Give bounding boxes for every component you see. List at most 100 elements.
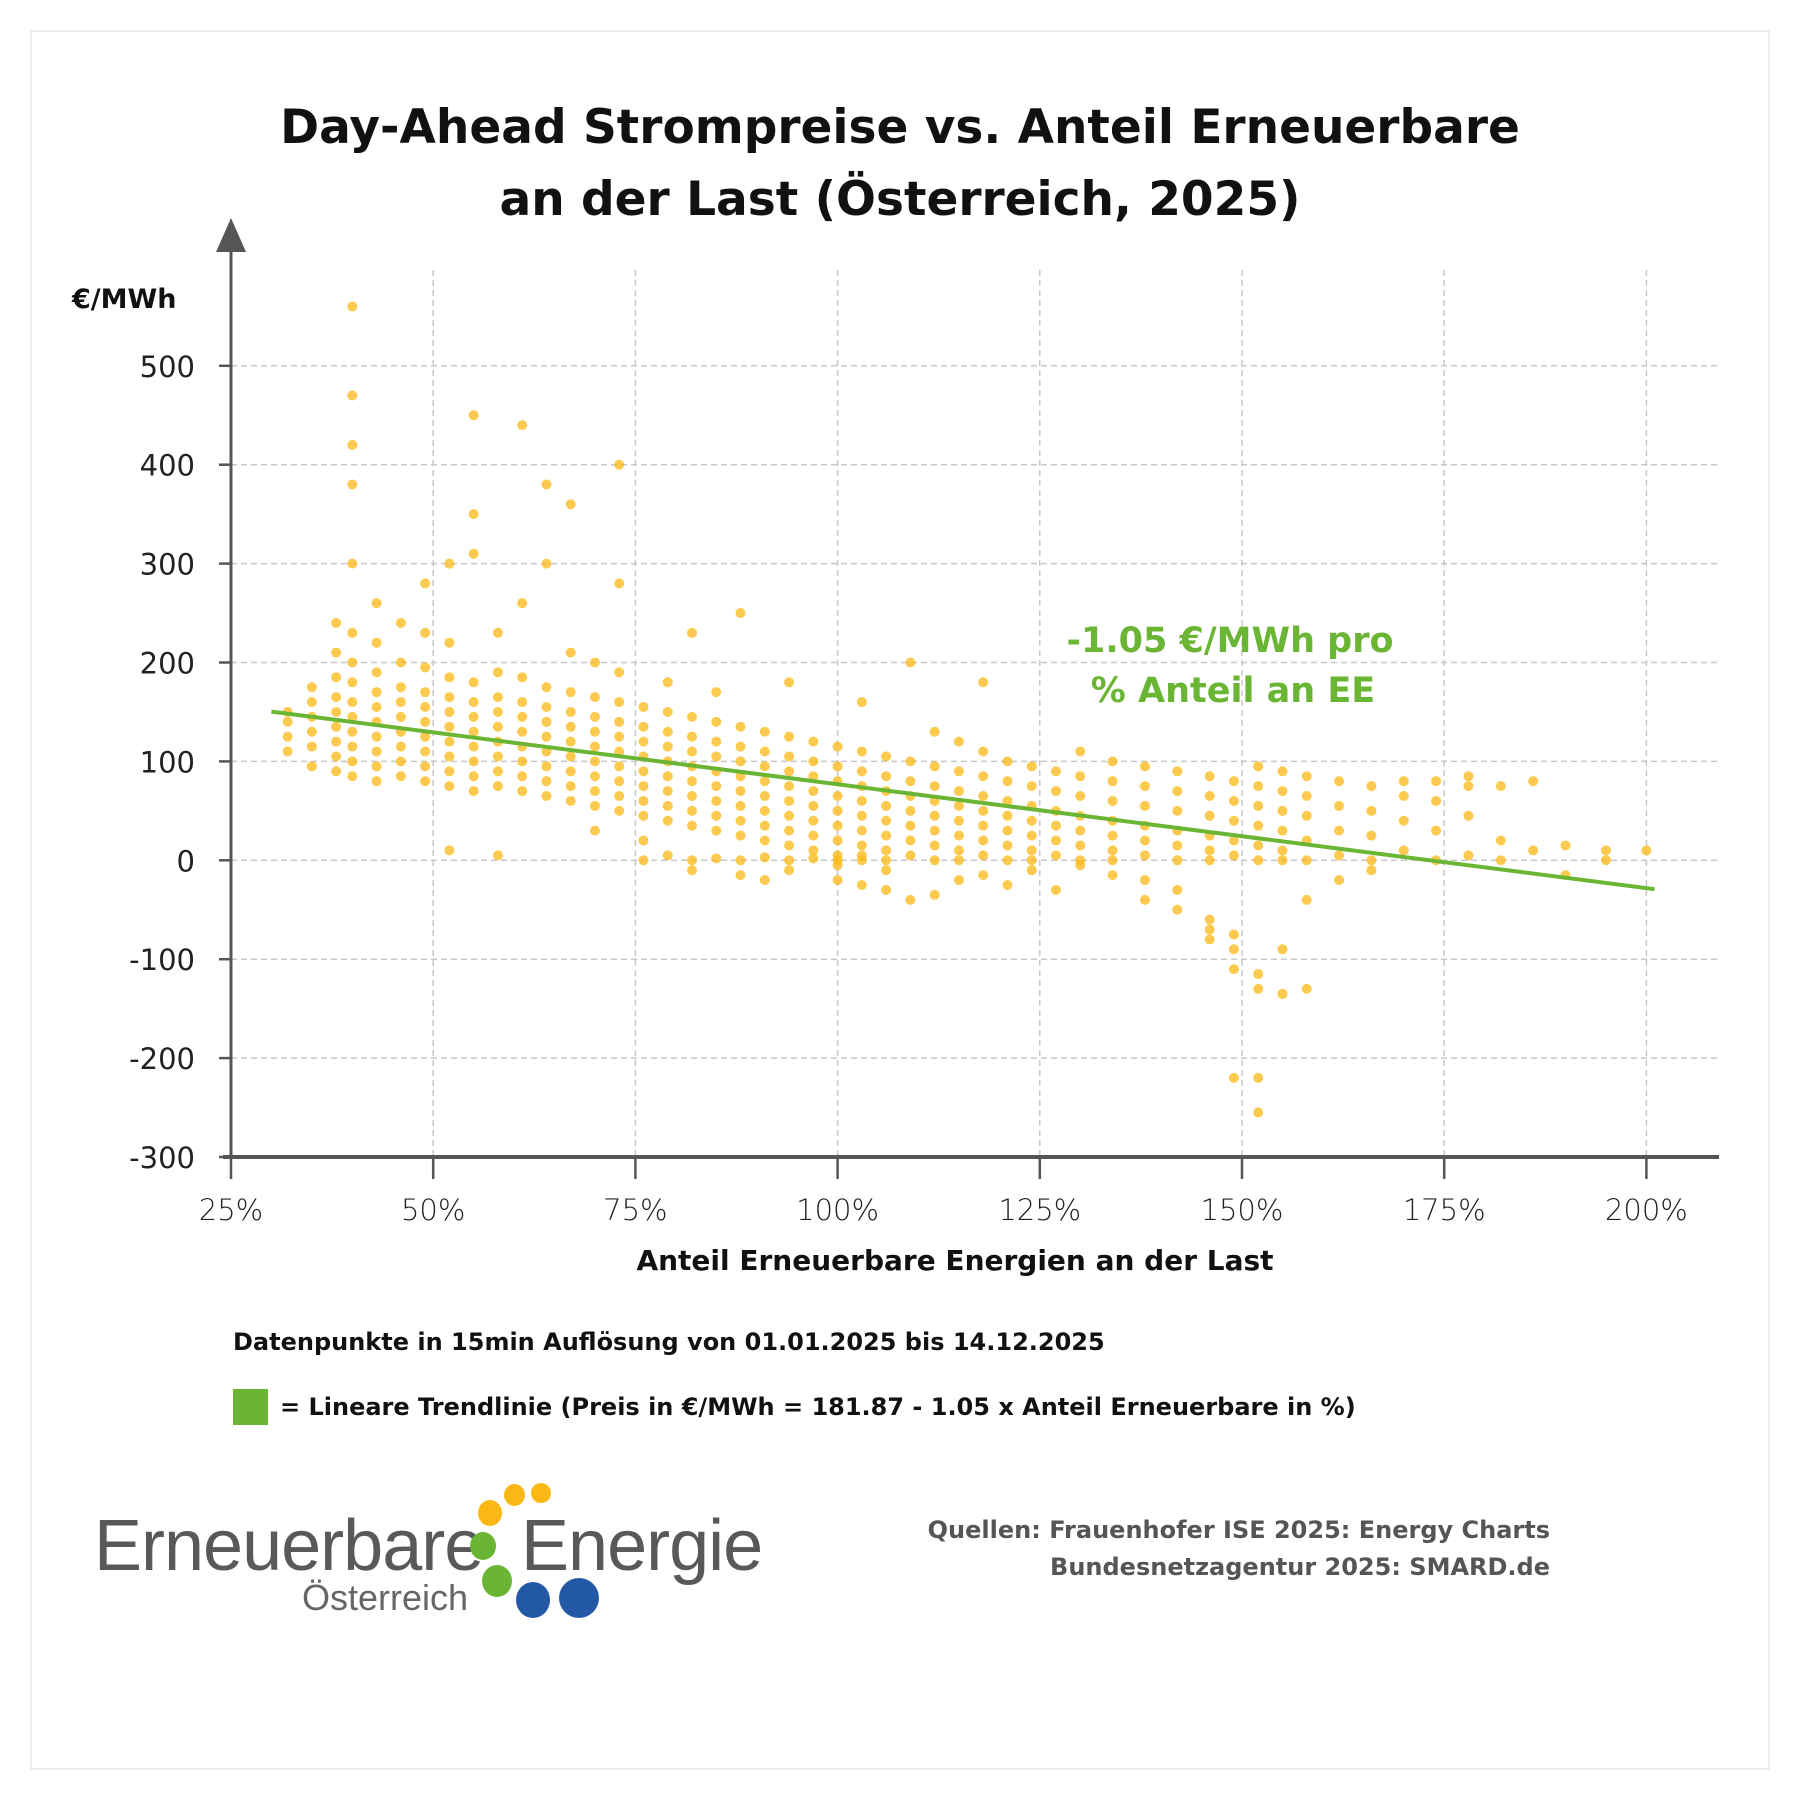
data-point — [735, 721, 746, 732]
data-point — [517, 756, 528, 767]
data-point — [978, 870, 989, 881]
data-point — [371, 702, 382, 713]
data-point — [1277, 805, 1288, 816]
data-point — [565, 647, 576, 658]
data-point — [759, 746, 770, 757]
data-point — [541, 716, 552, 727]
data-point — [1253, 781, 1264, 792]
data-point — [371, 667, 382, 678]
data-point — [1002, 795, 1013, 806]
data-point — [1560, 840, 1571, 851]
data-point — [759, 761, 770, 772]
data-point — [638, 855, 649, 866]
data-point — [687, 855, 698, 866]
trendline — [271, 709, 1655, 892]
data-point — [589, 825, 600, 836]
data-point — [565, 499, 576, 510]
data-point — [614, 805, 625, 816]
data-point — [492, 766, 503, 777]
data-point — [444, 672, 455, 683]
data-point — [784, 825, 795, 836]
data-point — [395, 657, 406, 668]
data-point — [541, 731, 552, 742]
data-point — [905, 835, 916, 846]
data-point — [347, 726, 358, 737]
source-line-2: Bundesnetzagentur 2025: SMARD.de — [1050, 1553, 1550, 1581]
data-point — [1204, 924, 1215, 935]
data-point — [1107, 855, 1118, 866]
data-point — [565, 687, 576, 698]
data-point — [1301, 810, 1312, 821]
data-point — [395, 741, 406, 752]
x-tick-label: 100% — [796, 1193, 879, 1227]
data-point — [808, 800, 819, 811]
data-point — [614, 667, 625, 678]
data-point — [1600, 855, 1611, 866]
data-point — [331, 617, 342, 628]
data-point — [331, 736, 342, 747]
data-point — [978, 771, 989, 782]
data-point — [1139, 835, 1150, 846]
data-point — [638, 795, 649, 806]
data-point — [371, 731, 382, 742]
data-point — [784, 865, 795, 876]
data-point — [492, 850, 503, 861]
data-point — [1026, 845, 1037, 856]
data-point — [1026, 830, 1037, 841]
data-point — [565, 751, 576, 762]
data-point — [1139, 800, 1150, 811]
data-point — [1398, 791, 1409, 802]
data-point — [1002, 776, 1013, 787]
data-point — [492, 667, 503, 678]
data-point — [1277, 855, 1288, 866]
trendline-group — [271, 709, 1655, 892]
data-point — [1002, 855, 1013, 866]
data-point — [881, 884, 892, 895]
data-point — [444, 637, 455, 648]
data-point — [687, 820, 698, 831]
legend-label: = Lineare Trendlinie (Preis in €/MWh = 1… — [280, 1393, 1356, 1421]
data-point — [1075, 860, 1086, 871]
data-point — [735, 786, 746, 797]
data-point — [929, 726, 940, 737]
data-point — [687, 711, 698, 722]
data-point — [1301, 983, 1312, 994]
data-point — [953, 786, 964, 797]
data-point — [1228, 795, 1239, 806]
data-point — [905, 820, 916, 831]
data-point — [347, 301, 358, 312]
data-point — [517, 420, 528, 431]
data-point — [1172, 904, 1183, 915]
data-point — [735, 830, 746, 841]
y-axis-arrow-icon — [216, 218, 246, 252]
data-point — [662, 706, 673, 717]
data-point — [711, 716, 722, 727]
data-point — [1301, 791, 1312, 802]
data-point — [1139, 894, 1150, 905]
data-point — [541, 702, 552, 713]
data-point — [735, 608, 746, 619]
data-point — [711, 810, 722, 821]
data-point — [1228, 1072, 1239, 1083]
data-point — [638, 781, 649, 792]
data-point — [978, 746, 989, 757]
data-point — [1334, 776, 1345, 787]
data-point — [711, 781, 722, 792]
data-point — [687, 776, 698, 787]
data-point — [711, 687, 722, 698]
data-point — [565, 781, 576, 792]
data-point — [905, 657, 916, 668]
data-point — [589, 786, 600, 797]
data-point — [1002, 810, 1013, 821]
data-point — [306, 697, 317, 708]
data-point — [953, 845, 964, 856]
data-point — [468, 786, 479, 797]
data-point — [420, 687, 431, 698]
data-point — [444, 706, 455, 717]
data-point — [420, 761, 431, 772]
data-point — [832, 741, 843, 752]
data-point — [1204, 934, 1215, 945]
data-point — [953, 830, 964, 841]
data-point — [687, 731, 698, 742]
